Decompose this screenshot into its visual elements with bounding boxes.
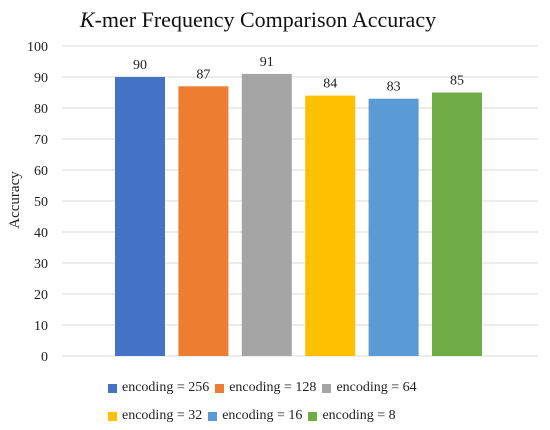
legend-label: encoding = 64 [336, 380, 417, 395]
data-labels: 90 87 91 84 83 85 [133, 55, 464, 95]
legend-label: encoding = 256 [122, 380, 210, 395]
legend-label: encoding = 8 [322, 408, 396, 423]
data-label: 85 [450, 74, 464, 89]
legend-swatch [208, 411, 218, 421]
data-label: 87 [196, 67, 210, 82]
y-tick-label: 100 [27, 40, 48, 55]
legend-label: encoding = 32 [122, 408, 203, 423]
legend-swatch [308, 411, 318, 421]
y-tick-label: 80 [34, 102, 48, 117]
chart-title-rest: -mer Frequency Comparison Accuracy [95, 7, 437, 32]
legend-item: encoding = 32 [108, 408, 202, 424]
bars [115, 73, 482, 357]
data-label: 91 [260, 55, 274, 70]
legend-item: encoding = 256 [108, 380, 209, 396]
y-tick-label: 40 [34, 226, 48, 241]
data-label: 84 [323, 77, 337, 92]
chart-title: K-mer Frequency Comparison Accuracy [79, 7, 436, 32]
y-tick-label: 60 [34, 164, 48, 179]
y-tick-label: 90 [34, 71, 48, 86]
y-tick-label: 50 [34, 195, 48, 210]
data-label: 90 [133, 58, 147, 73]
y-axis-ticks: 0 10 20 30 40 50 60 70 80 90 100 [27, 40, 48, 365]
legend-item: encoding = 8 [308, 408, 396, 424]
data-label: 83 [387, 80, 401, 95]
legend-row: encoding = 256 encoding = 128 encoding = 6… [108, 374, 548, 402]
bar-chart: K-mer Frequency Comparison Accuracy Accu… [7, 7, 538, 365]
legend-label: encoding = 128 [229, 380, 317, 395]
legend-swatch [108, 383, 117, 393]
legend-item: encoding = 64 [322, 380, 417, 396]
bar [432, 92, 482, 356]
legend-item: encoding = 128 [215, 380, 316, 396]
chart-title-italic: K [79, 7, 96, 32]
legend-label: encoding = 16 [222, 408, 303, 423]
y-tick-label: 10 [34, 319, 48, 334]
bar [368, 98, 419, 356]
y-axis-label: Accuracy [7, 171, 23, 229]
bar [305, 95, 356, 356]
legend-row: encoding = 32 encoding = 16 encoding = 8 [108, 402, 548, 430]
legend: encoding = 256 encoding = 128 encoding = 6… [108, 374, 548, 430]
y-tick-label: 20 [34, 288, 48, 303]
legend-item: encoding = 16 [208, 408, 302, 424]
bar [178, 86, 229, 357]
y-tick-label: 70 [34, 133, 48, 148]
legend-swatch [215, 383, 225, 393]
legend-swatch [322, 383, 332, 393]
bar [115, 77, 165, 356]
bar [241, 73, 292, 357]
legend-swatch [108, 411, 117, 421]
y-tick-label: 30 [34, 257, 48, 272]
y-tick-label: 0 [41, 350, 48, 365]
